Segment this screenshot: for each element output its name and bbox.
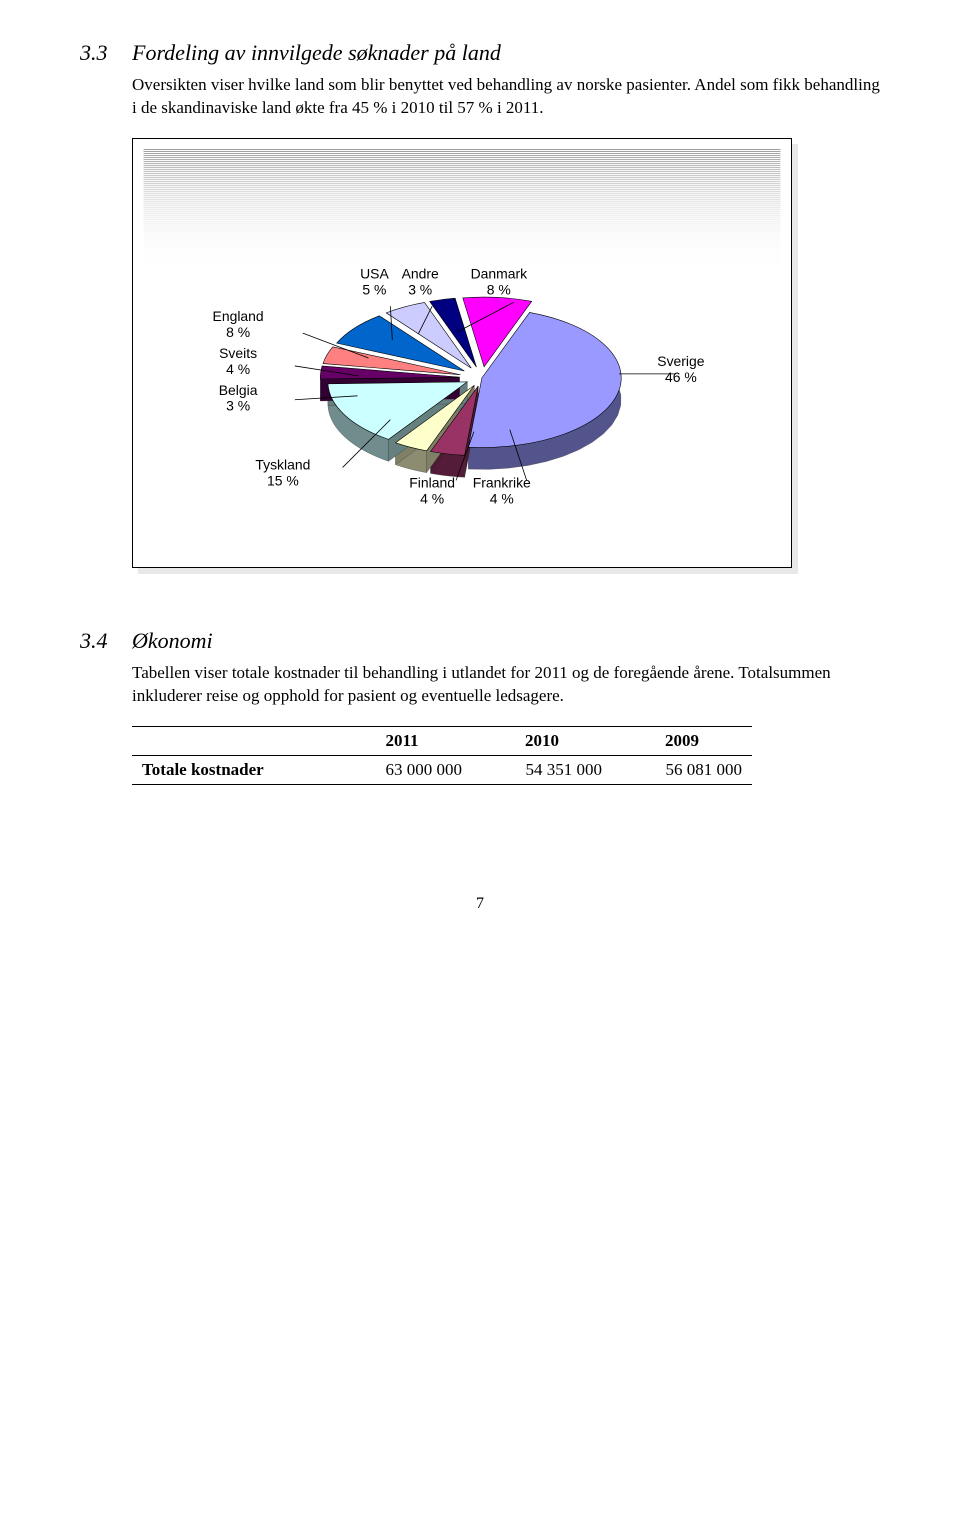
svg-text:4 %: 4 % <box>420 490 444 506</box>
section-3-4-heading: 3.4 Økonomi <box>80 628 880 654</box>
table-cell-2009: 56 081 000 <box>612 755 752 784</box>
cost-table-wrap: 2011 2010 2009 Totale kostnader 63 000 0… <box>132 726 880 785</box>
section-3-3-title: Fordeling av innvilgede søknader på land <box>132 40 501 66</box>
svg-text:Finland: Finland <box>409 474 455 490</box>
section-3-3-number: 3.3 <box>80 40 114 66</box>
svg-text:5 %: 5 % <box>362 281 386 297</box>
svg-text:England: England <box>213 308 264 324</box>
table-cell-2010: 54 351 000 <box>472 755 612 784</box>
svg-text:4 %: 4 % <box>226 361 250 377</box>
cost-table: 2011 2010 2009 Totale kostnader 63 000 0… <box>132 726 752 785</box>
svg-text:Sveits: Sveits <box>219 345 257 361</box>
svg-text:3 %: 3 % <box>408 281 432 297</box>
page-number: 7 <box>80 895 880 913</box>
svg-text:46 %: 46 % <box>665 369 697 385</box>
section-3-4-paragraph: Tabellen viser totale kostnader til beha… <box>132 662 880 708</box>
pie-chart: Sverige46 %Frankrike4 %Finland4 %Tysklan… <box>143 149 781 557</box>
svg-text:3 %: 3 % <box>226 398 250 414</box>
svg-text:8 %: 8 % <box>487 281 511 297</box>
table-header-blank <box>132 726 332 755</box>
table-header-2009: 2009 <box>612 726 752 755</box>
table-header-2011: 2011 <box>332 726 472 755</box>
table-row-label: Totale kostnader <box>132 755 332 784</box>
section-3-4-number: 3.4 <box>80 628 114 654</box>
section-3-3-paragraph: Oversikten viser hvilke land som blir be… <box>132 74 880 120</box>
table-header-2010: 2010 <box>472 726 612 755</box>
svg-text:USA: USA <box>360 265 389 281</box>
svg-text:15 %: 15 % <box>267 472 299 488</box>
svg-text:8 %: 8 % <box>226 324 250 340</box>
svg-text:Andre: Andre <box>402 265 439 281</box>
table-header-row: 2011 2010 2009 <box>132 726 752 755</box>
section-3-3-heading: 3.3 Fordeling av innvilgede søknader på … <box>80 40 880 66</box>
svg-text:Tyskland: Tyskland <box>255 456 310 472</box>
svg-text:Belgia: Belgia <box>219 382 258 398</box>
table-cell-2011: 63 000 000 <box>332 755 472 784</box>
chart-frame: Sverige46 %Frankrike4 %Finland4 %Tysklan… <box>132 138 792 568</box>
section-3-4-title: Økonomi <box>132 628 213 654</box>
svg-text:Danmark: Danmark <box>471 265 528 281</box>
chart-inner: Sverige46 %Frankrike4 %Finland4 %Tysklan… <box>143 149 781 557</box>
table-row: Totale kostnader 63 000 000 54 351 000 5… <box>132 755 752 784</box>
svg-text:Sverige: Sverige <box>657 353 704 369</box>
svg-text:Frankrike: Frankrike <box>473 474 531 490</box>
svg-text:4 %: 4 % <box>490 490 514 506</box>
